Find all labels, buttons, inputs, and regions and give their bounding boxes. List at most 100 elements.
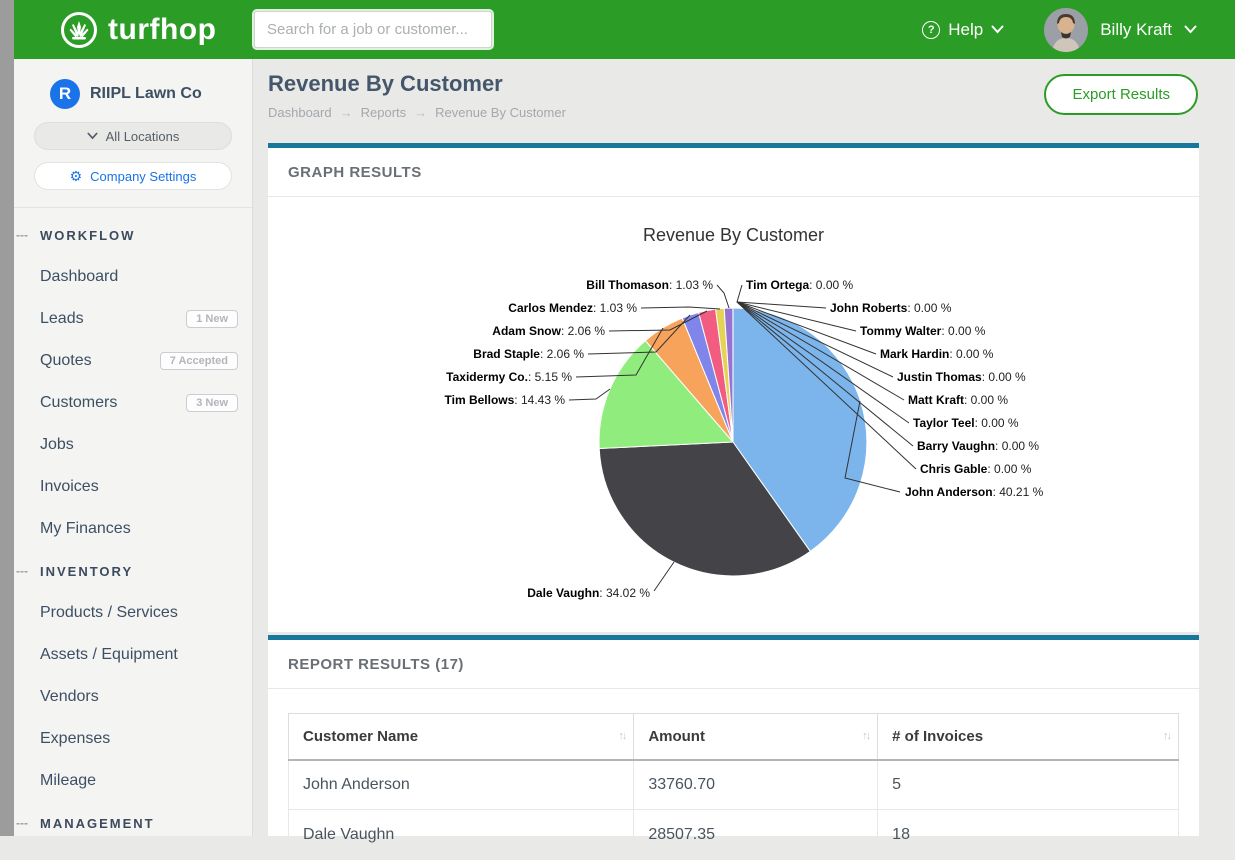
pie-label-connector (587, 314, 691, 355)
sidebar-item-label: Assets / Equipment (40, 646, 178, 663)
pie-label-connector (736, 284, 743, 303)
pie-label-john-anderson: John Anderson: 40.21 % (905, 485, 1044, 499)
sidebar-section-management: --- MANAGEMENT (16, 815, 155, 831)
sort-icon: ↑↓ (862, 730, 871, 743)
pie-label-chris-gable: Chris Gable: 0.00 % (920, 462, 1032, 476)
user-menu[interactable]: Billy Kraft (1044, 7, 1197, 52)
page-title: Revenue By Customer (268, 71, 503, 96)
breadcrumb-item[interactable]: Reports (360, 105, 407, 120)
company-settings-label: Company Settings (90, 168, 197, 184)
report-panel-heading: REPORT RESULTS (17) (268, 640, 1199, 689)
sidebar-item-label: Quotes (40, 352, 92, 369)
topbar: turfhop ? Help Billy Kraft (14, 0, 1235, 59)
sidebar-item-invoices[interactable]: Invoices (14, 466, 252, 508)
status-badge: 3 New (186, 394, 238, 412)
pie-label-barry-vaughn: Barry Vaughn: 0.00 % (917, 439, 1040, 453)
pie-label-connector (736, 301, 827, 309)
table-cell: 5 (877, 759, 1179, 810)
pie-label-matt-kraft: Matt Kraft: 0.00 % (908, 393, 1009, 407)
help-label: Help (948, 19, 984, 39)
sort-icon: ↑↓ (1163, 730, 1172, 743)
chevron-down-icon (991, 25, 1004, 34)
sidebar-item-label: Mileage (40, 772, 97, 789)
report-table-wrap: Customer Name ↑↓ Amount ↑↓ # of Invoices ↑↓ J… (287, 713, 1179, 860)
sidebar-item-label: Jobs (40, 436, 74, 453)
sidebar-item-label: Products / Services (40, 604, 178, 621)
sidebar-item-products-services[interactable]: Products / Services (14, 592, 252, 634)
column-header-label: Customer Name (303, 727, 419, 745)
search-input[interactable] (252, 9, 494, 50)
sidebar-item-my-finances[interactable]: My Finances (14, 508, 252, 550)
brand-logo[interactable]: turfhop (60, 0, 216, 59)
company-row: R RIIPL Lawn Co (14, 59, 252, 109)
pie-label-mark-hardin: Mark Hardin: 0.00 % (880, 347, 994, 361)
company-name: RIIPL Lawn Co (90, 85, 202, 102)
turfhop-grass-icon (61, 11, 97, 48)
sidebar-item-label: Expenses (40, 730, 111, 747)
breadcrumb-item: Revenue By Customer (435, 105, 566, 120)
pie-label-connector (716, 284, 730, 309)
brand-name: turfhop (108, 12, 217, 46)
column-header-amount[interactable]: Amount ↑↓ (633, 713, 879, 761)
locations-dropdown[interactable]: All Locations (34, 122, 232, 150)
export-results-button[interactable]: Export Results (1044, 74, 1198, 115)
sidebar-item-vendors[interactable]: Vendors (14, 676, 252, 718)
status-badge: 1 New (186, 310, 238, 328)
chevron-down-icon (1184, 25, 1197, 34)
pie-label-connector (653, 561, 675, 592)
user-name: Billy Kraft (1100, 19, 1172, 39)
table-cell: Dale Vaughn (287, 809, 635, 860)
chevron-down-icon (87, 132, 98, 140)
help-icon: ? (922, 20, 941, 39)
column-header-label: # of Invoices (892, 727, 984, 745)
section-dash-icon: --- (16, 564, 28, 578)
report-results-panel: REPORT RESULTS (17) Customer Name ↑↓ Amoun… (268, 635, 1199, 860)
sidebar-item-expenses[interactable]: Expenses (14, 718, 252, 760)
sidebar-item-jobs[interactable]: Jobs (14, 424, 252, 466)
chart-title: Revenue By Customer (642, 225, 825, 245)
sidebar-item-mileage[interactable]: Mileage (14, 760, 252, 802)
breadcrumb-arrow-icon: → (414, 105, 428, 120)
pie-label-connector (608, 310, 708, 332)
avatar (1044, 7, 1089, 52)
pie-label-tommy-walter: Tommy Walter: 0.00 % (860, 324, 986, 338)
help-menu[interactable]: ? Help (922, 20, 1004, 40)
pie-label-connector (736, 301, 910, 424)
column-header-customer-name[interactable]: Customer Name ↑↓ (287, 713, 635, 761)
sidebar-item-label: Invoices (40, 478, 99, 495)
column-header-of-invoices[interactable]: # of Invoices ↑↓ (877, 713, 1179, 761)
sort-icon: ↑↓ (618, 730, 627, 743)
sidebar-item-dashboard[interactable]: Dashboard (14, 256, 252, 298)
company-settings-button[interactable]: ⚙ Company Settings (34, 162, 232, 190)
breadcrumb-item[interactable]: Dashboard (268, 105, 332, 120)
section-dash-icon: --- (16, 816, 28, 830)
pie-label-dale-vaughn: Dale Vaughn: 34.02 % (527, 586, 650, 600)
report-table: Customer Name ↑↓ Amount ↑↓ # of Invoices ↑↓ J… (287, 713, 1179, 860)
column-header-label: Amount (648, 727, 705, 745)
table-row[interactable]: Dale Vaughn 28507.35 18 (287, 809, 1179, 860)
sidebar-item-assets-equipment[interactable]: Assets / Equipment (14, 634, 252, 676)
sidebar-item-customers[interactable]: Customers 3 New (14, 382, 252, 424)
pie-label-tim-ortega: Tim Ortega: 0.00 % (746, 278, 854, 292)
breadcrumb-arrow-icon: → (339, 105, 353, 120)
pie-label-connector (575, 327, 664, 378)
pie-chart: Revenue By Customer John Anderson: 40.21… (268, 197, 1199, 627)
section-dash-icon: --- (16, 228, 28, 242)
pie-label-connector (640, 306, 721, 310)
sidebar-item-label: Customers (40, 394, 118, 411)
sidebar-nav: --- WORKFLOW Dashboard Leads 1 New Quotes 7 Ac… (14, 208, 252, 844)
sidebar-item-label: Leads (40, 310, 84, 327)
sidebar-section-inventory: --- INVENTORY (16, 563, 134, 579)
graph-panel-heading: GRAPH RESULTS (268, 148, 1199, 197)
sidebar-item-quotes[interactable]: Quotes 7 Accepted (14, 340, 252, 382)
table-row[interactable]: John Anderson 33760.70 5 (287, 759, 1179, 810)
table-cell: 18 (877, 809, 1179, 860)
pie-label-connector (736, 301, 914, 447)
pie-label-tim-bellows: Tim Bellows: 14.43 % (444, 393, 566, 407)
breadcrumb: Dashboard → Reports → Revenue By Customer (268, 105, 566, 120)
table-cell: John Anderson (287, 759, 635, 810)
pie-slice-john-anderson[interactable] (732, 307, 868, 553)
sidebar-divider (14, 207, 252, 208)
sidebar-item-leads[interactable]: Leads 1 New (14, 298, 252, 340)
locations-label: All Locations (105, 128, 180, 144)
